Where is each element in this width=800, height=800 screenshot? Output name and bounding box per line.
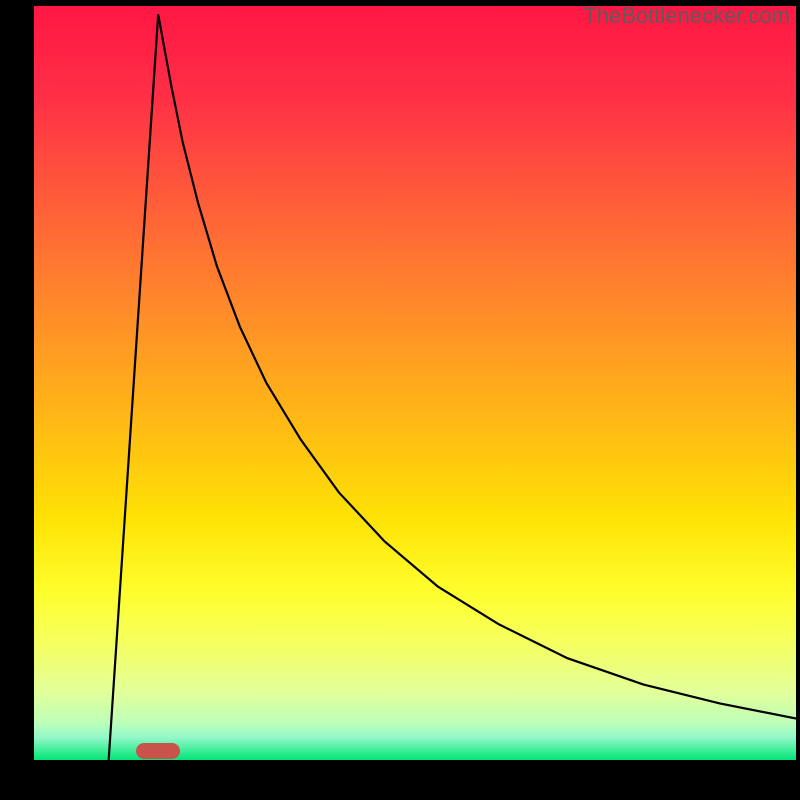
bottleneck-curve	[34, 6, 796, 760]
watermark-text: TheBottlenecker.com	[583, 3, 790, 29]
chart-container: TheBottlenecker.com	[0, 0, 800, 800]
optimal-marker	[136, 743, 180, 759]
plot-area	[34, 6, 796, 760]
curve-path	[109, 14, 796, 760]
